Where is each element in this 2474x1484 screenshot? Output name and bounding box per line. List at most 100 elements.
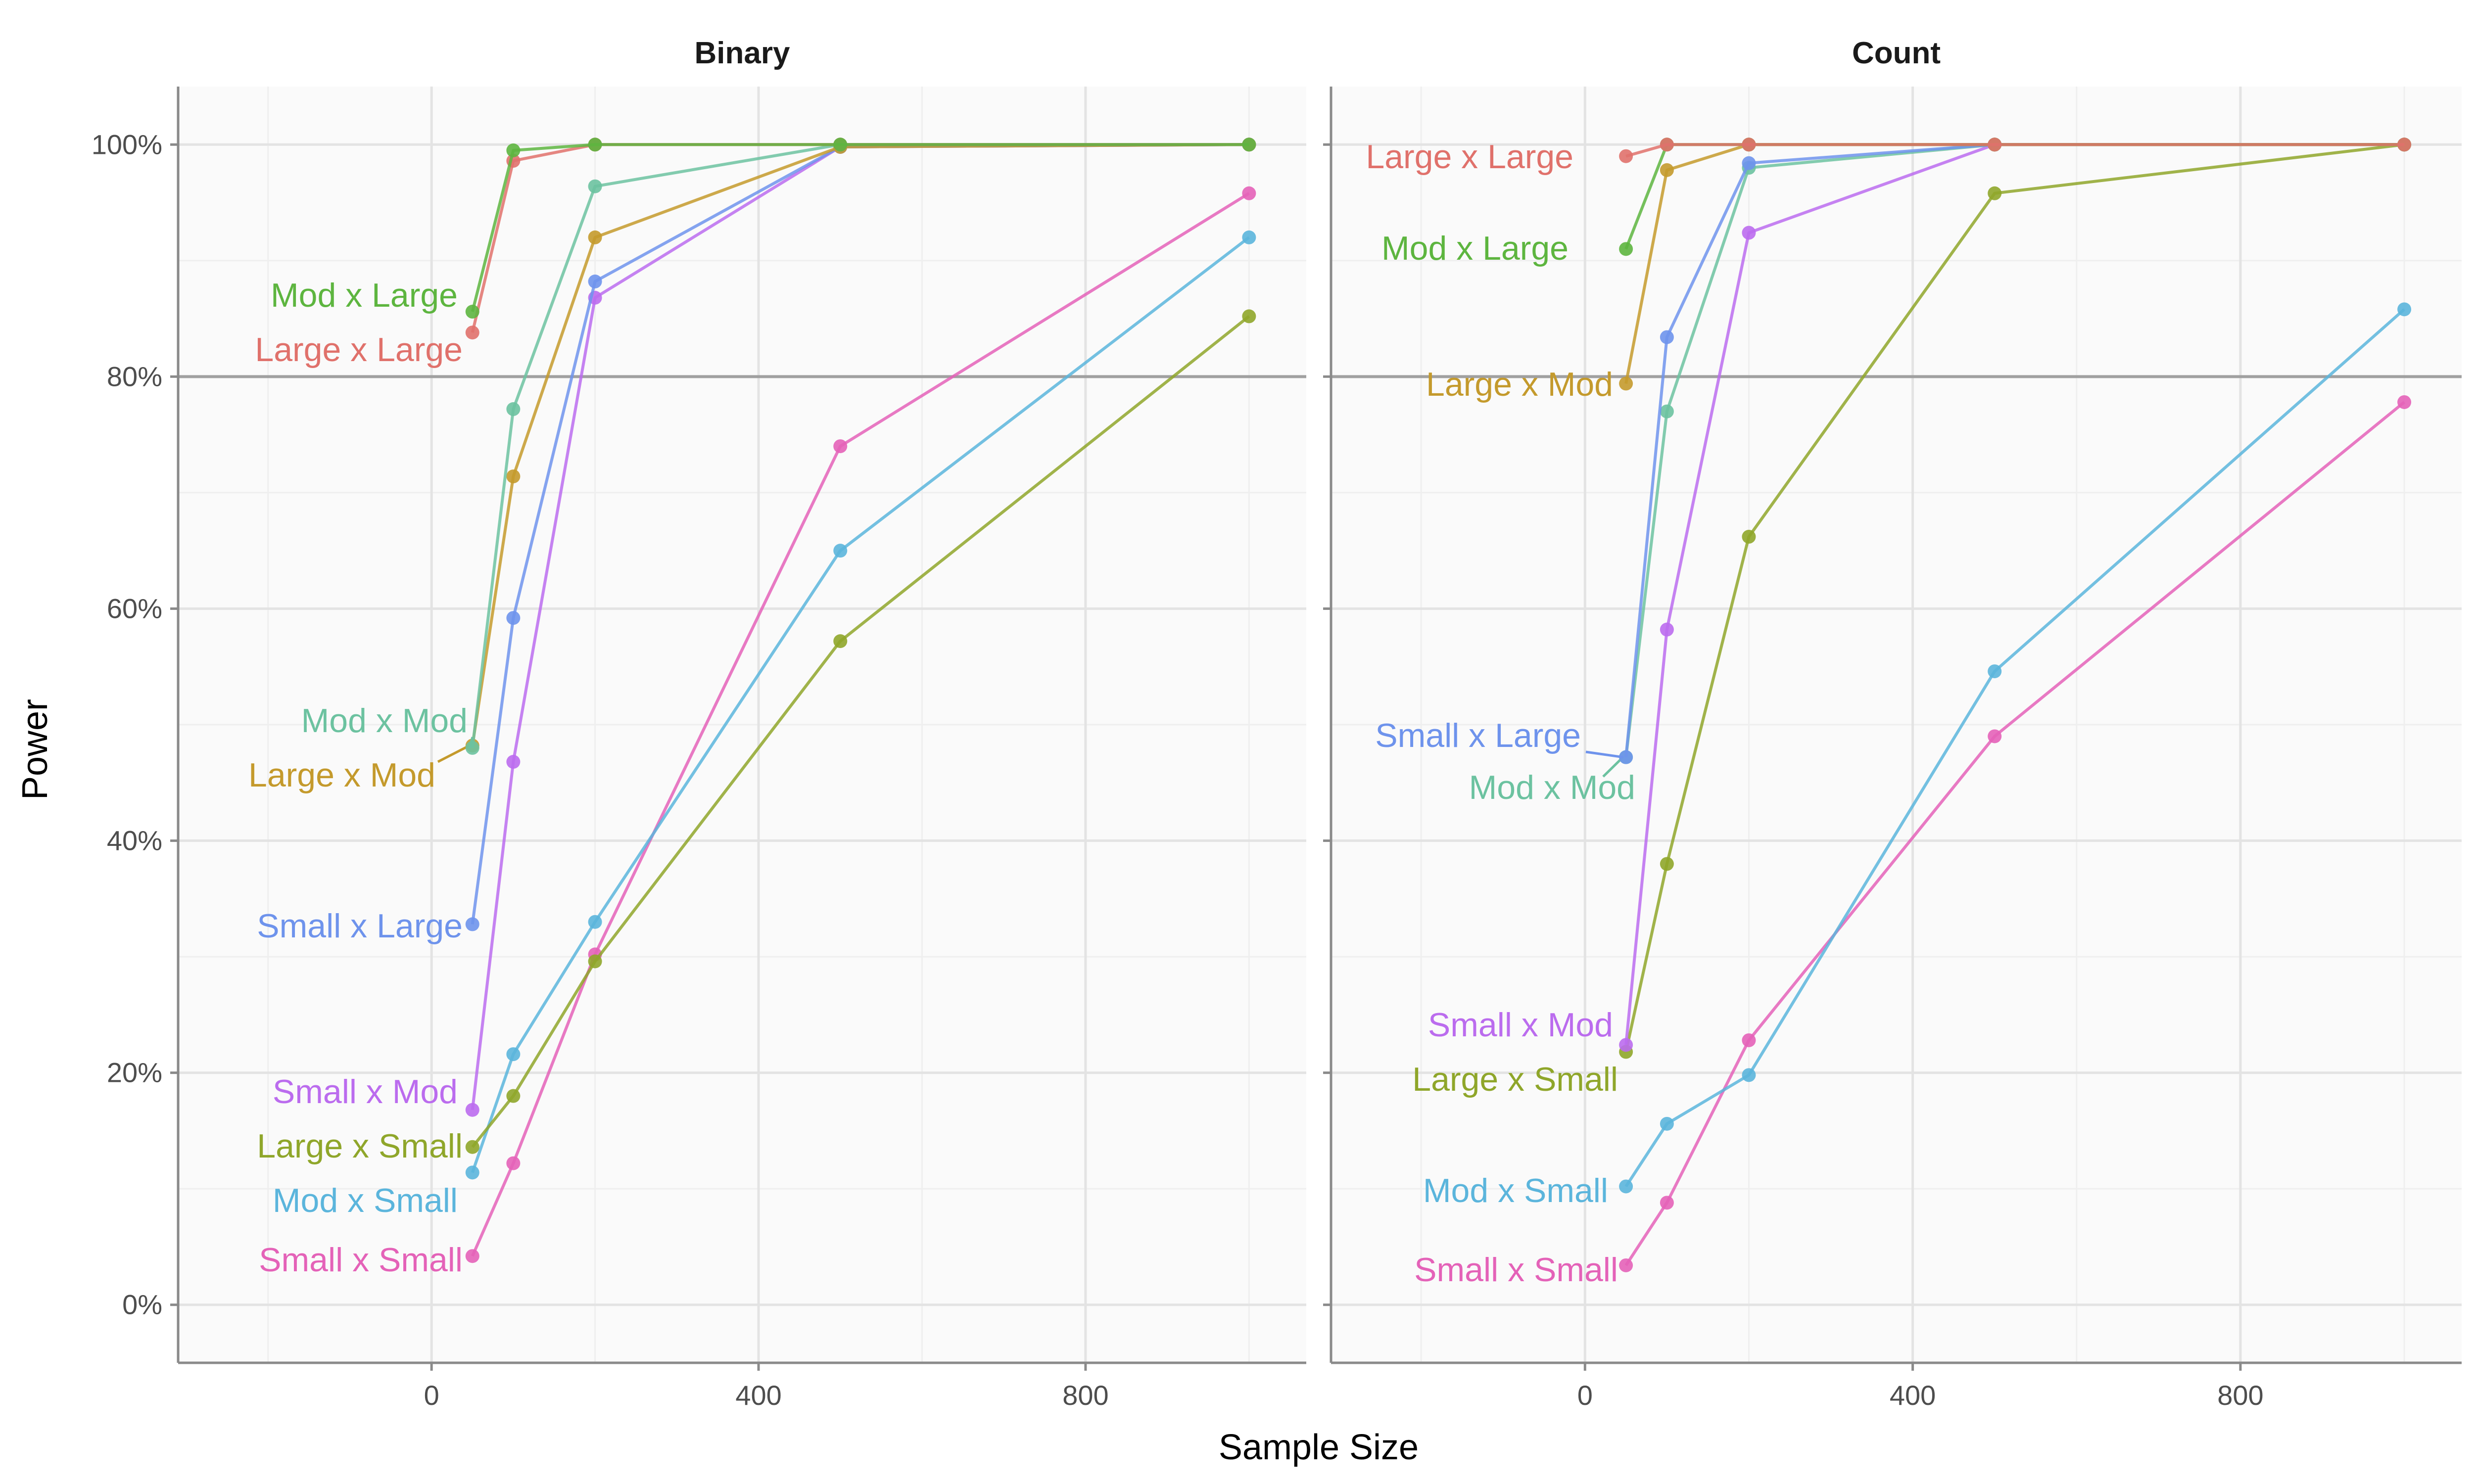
- series-mod-x-small: Mod x Small: [273, 230, 1256, 1219]
- data-point: [833, 634, 848, 649]
- data-point: [506, 755, 521, 769]
- x-tick-label: 0: [1577, 1380, 1593, 1411]
- data-point: [1660, 404, 1674, 418]
- data-point: [1988, 664, 2002, 679]
- panel-title: Binary: [695, 36, 790, 70]
- data-point: [2397, 138, 2412, 152]
- series-label: Large x Mod: [248, 756, 435, 794]
- x-tick-label: 400: [735, 1380, 781, 1411]
- data-point: [1619, 1038, 1633, 1052]
- data-point: [833, 544, 848, 558]
- data-point: [465, 917, 479, 931]
- y-tick-label: 20%: [107, 1057, 162, 1088]
- series-large-x-small: Large x Small: [257, 309, 1256, 1165]
- data-point: [2397, 395, 2412, 409]
- series-large-x-large: Large x Large: [1366, 138, 2412, 176]
- data-point: [1619, 149, 1633, 163]
- data-point: [588, 954, 602, 969]
- y-tick-label: 0%: [122, 1289, 162, 1320]
- data-point: [1619, 376, 1633, 391]
- y-axis-title: Power: [15, 699, 55, 800]
- data-point: [1660, 622, 1674, 637]
- series-label: Small x Mod: [1428, 1006, 1613, 1044]
- series-label: Large x Large: [255, 331, 463, 369]
- x-tick-label: 0: [424, 1380, 439, 1411]
- x-tick-label: 800: [1062, 1380, 1108, 1411]
- data-point: [465, 1103, 479, 1117]
- series-label: Mod x Mod: [301, 702, 468, 740]
- data-point: [465, 325, 479, 340]
- data-point: [1660, 330, 1674, 344]
- series-mod-x-large: Mod x Large: [271, 138, 1256, 319]
- data-point: [1660, 857, 1674, 871]
- series-label: Mod x Small: [1423, 1172, 1608, 1209]
- data-point: [1619, 1258, 1633, 1272]
- data-point: [588, 179, 602, 193]
- x-tick-label: 400: [1890, 1380, 1936, 1411]
- data-point: [588, 230, 602, 244]
- data-point: [1660, 138, 1674, 152]
- data-point: [1742, 138, 1756, 152]
- panel-count: 0 400 800 Count Small x Small Mod x Small Larg…: [1323, 36, 2462, 1411]
- series-small-x-small: Small x Small: [1414, 395, 2412, 1289]
- data-point: [465, 1165, 479, 1180]
- label-connector: [468, 737, 474, 748]
- data-point: [588, 915, 602, 929]
- data-point: [1660, 163, 1674, 177]
- series-label: Large x Large: [1366, 138, 1573, 176]
- data-point: [506, 1047, 521, 1062]
- data-point: [1619, 750, 1633, 764]
- data-point: [1660, 1196, 1674, 1210]
- series-label: Mod x Large: [271, 277, 458, 314]
- data-point: [506, 469, 521, 484]
- data-point: [833, 138, 848, 152]
- data-point: [465, 741, 479, 755]
- label-connector: [1602, 756, 1624, 778]
- series-label: Mod x Small: [273, 1182, 458, 1219]
- label-connector: [1585, 750, 1623, 759]
- data-point: [465, 1140, 479, 1154]
- series-label: Mod x Mod: [1469, 769, 1635, 806]
- data-point: [1742, 226, 1756, 240]
- data-point: [506, 1156, 521, 1170]
- x-axis-title: Sample Size: [1219, 1428, 1419, 1467]
- series-label: Large x Mod: [1426, 366, 1613, 403]
- data-point: [588, 275, 602, 289]
- series-mod-x-small: Mod x Small: [1423, 302, 2412, 1209]
- data-point: [1988, 186, 2002, 200]
- series-label: Small x Large: [257, 907, 463, 945]
- x-tick-label: 800: [2217, 1380, 2263, 1411]
- data-point: [506, 143, 521, 157]
- y-tick-label: 40%: [107, 825, 162, 856]
- y-tick-label: 60%: [107, 593, 162, 624]
- data-point: [1660, 1116, 1674, 1131]
- series-label: Small x Mod: [273, 1073, 458, 1111]
- series-label: Large x Small: [1412, 1061, 1618, 1098]
- data-point: [1242, 309, 1256, 324]
- data-point: [1619, 242, 1633, 256]
- data-point: [1242, 138, 1256, 152]
- data-point: [833, 439, 848, 454]
- data-point: [1242, 186, 1256, 200]
- data-point: [2397, 302, 2412, 317]
- data-point: [1742, 156, 1756, 170]
- data-point: [1742, 1033, 1756, 1047]
- label-connector: [437, 744, 470, 763]
- data-point: [1742, 1068, 1756, 1082]
- panel-binary: 0 400 800 0% 20% 40% 60% 80% 100% Binary Small x S…: [92, 36, 1306, 1411]
- series-label: Mod x Large: [1381, 230, 1569, 267]
- series-label: Small x Small: [259, 1241, 463, 1279]
- data-point: [465, 1249, 479, 1263]
- data-point: [506, 402, 521, 417]
- y-tick-label: 80%: [107, 361, 162, 392]
- series-large-x-small: Large x Small: [1412, 138, 2412, 1098]
- data-point: [1742, 530, 1756, 544]
- series-label: Small x Small: [1414, 1251, 1618, 1289]
- data-point: [1619, 1179, 1633, 1194]
- data-point: [588, 138, 602, 152]
- data-point: [1988, 138, 2002, 152]
- data-point: [1242, 230, 1256, 244]
- y-tick-label: 100%: [92, 129, 162, 160]
- data-point: [465, 305, 479, 319]
